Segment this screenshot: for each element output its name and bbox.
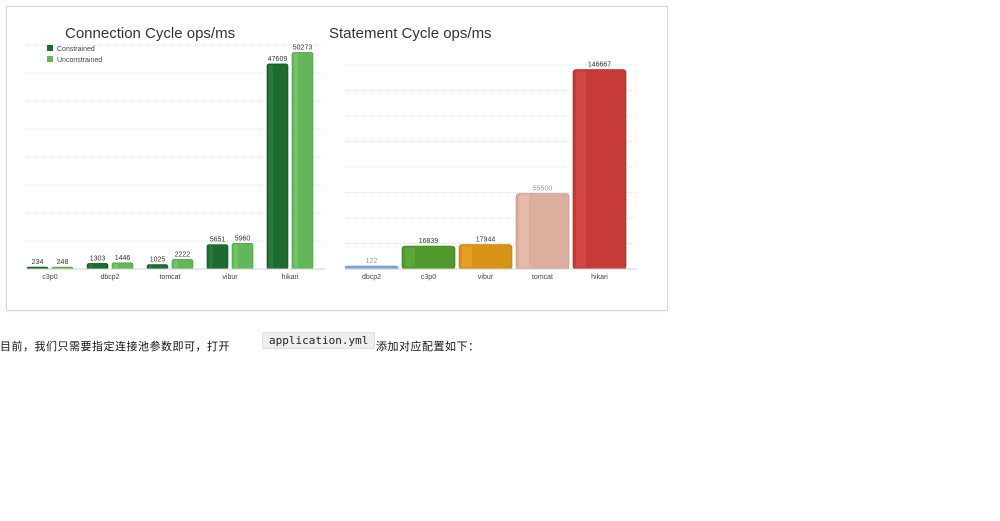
bar-value-label: 16839: [419, 238, 439, 245]
category-label: hikari: [282, 274, 299, 281]
bar-highlight: [576, 71, 586, 267]
category-label: tomcat: [159, 274, 180, 281]
bar-highlight: [209, 245, 213, 268]
benchmark-figure: Connection Cycle ops/ms Constrained Uncons…: [6, 6, 668, 311]
bar-value-label: 1303: [90, 255, 106, 262]
bar-highlight: [174, 260, 178, 268]
bar-value-label: 2222: [175, 251, 191, 258]
category-label: dbcp2: [100, 274, 119, 281]
category-label: hikari: [591, 274, 608, 281]
legend-swatch: [47, 45, 53, 51]
bar-highlight: [462, 246, 472, 267]
category-label: vibur: [478, 274, 494, 281]
legend-swatch: [47, 56, 53, 62]
bar-highlight: [294, 53, 298, 268]
category-label: c3p0: [421, 274, 436, 281]
bar-value-label: 146667: [588, 62, 611, 69]
chart-title: Connection Cycle ops/ms: [65, 25, 235, 42]
bar-value-label: 5651: [210, 237, 226, 244]
bar-value-label: 234: [32, 259, 44, 266]
caption-line: 目前，我们只需要指定连接池参数即可，打开 application.yml 添加对…: [0, 330, 640, 354]
bar-value-label: 47609: [268, 56, 288, 63]
bar-value-label: 50273: [293, 44, 313, 51]
bar-value-label: 55500: [533, 186, 553, 193]
bar-highlight: [405, 248, 415, 267]
category-label: vibur: [222, 274, 238, 281]
legend-label: Constrained: [57, 46, 95, 53]
caption-text-before: 目前，我们只需要指定连接池参数即可，打开: [0, 341, 230, 353]
legend-label: Unconstrained: [57, 57, 102, 64]
bar-highlight: [519, 195, 529, 267]
bar-value-label: 17944: [476, 237, 496, 244]
benchmark-charts: Connection Cycle ops/ms Constrained Uncons…: [26, 25, 637, 281]
bar-value-label: 5960: [235, 235, 251, 242]
category-label: dbcp2: [362, 274, 381, 281]
bar-value-label: 248: [57, 259, 69, 266]
bar-highlight: [234, 244, 238, 268]
caption-text-after: 添加对应配置如下：: [376, 341, 480, 353]
category-label: tomcat: [532, 274, 553, 281]
bar-value-label: 122: [366, 258, 378, 265]
bar-highlight: [89, 264, 93, 268]
bar-highlight: [269, 64, 273, 269]
bar-highlight: [114, 263, 118, 268]
connection-cycle-chart: Connection Cycle ops/ms Constrained Uncons…: [26, 25, 325, 281]
statement-cycle-chart: Statement Cycle ops/ms 122 dbcp2 16839 c3p0 1…: [329, 25, 637, 281]
category-label: c3p0: [42, 274, 57, 281]
bar-value-label: 1446: [115, 255, 131, 262]
bar-highlight: [149, 265, 153, 268]
chart-title: Statement Cycle ops/ms: [329, 25, 492, 42]
bar-value-label: 1025: [150, 257, 166, 264]
caption-code-filename: application.yml: [262, 332, 376, 349]
